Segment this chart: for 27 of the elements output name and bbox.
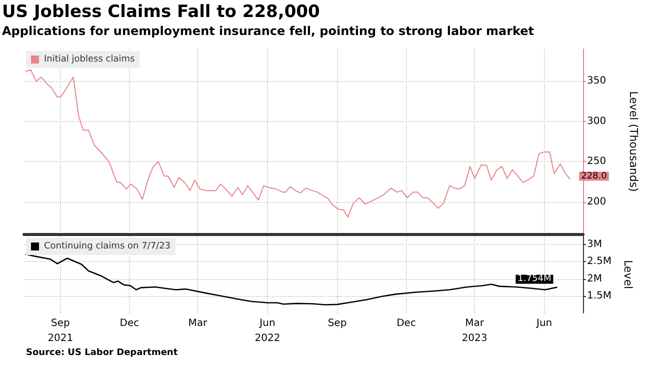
chart-title: US Jobless Claims Fall to 228,000 — [2, 2, 320, 22]
x-tick-label: Mar 2023 — [462, 318, 488, 344]
chart-subtitle: Applications for unemployment insurance fell, pointing to strong labor market — [2, 24, 534, 38]
y-tick-label: 2M — [587, 273, 602, 284]
data-label: 228.0 — [581, 171, 608, 182]
legend-label: Continuing claims on 7/7/23 — [44, 242, 171, 252]
y-tick-label: 3M — [587, 239, 602, 250]
y-axis-title: Level (Thousands) — [627, 91, 640, 192]
y-tick-label: 300 — [587, 116, 606, 127]
x-tick-label: Dec — [396, 318, 416, 329]
y-tick-label: 2.5M — [587, 256, 612, 268]
y-tick-label: 350 — [587, 76, 606, 87]
legend-label: Initial jobless claims — [44, 54, 135, 64]
x-tick-label: Jun 2022 — [254, 318, 280, 344]
x-tick-label: Jun — [536, 318, 552, 329]
x-tick-label: Dec — [120, 318, 140, 329]
line-series — [24, 253, 558, 306]
y-tick-label: 1.5M — [587, 290, 612, 302]
y-tick-label: 250 — [587, 156, 606, 168]
line-series — [25, 69, 571, 218]
source-note: Source: US Labor Department — [26, 348, 178, 358]
x-tick-label: Mar — [188, 318, 208, 329]
x-tick-label: Sep — [328, 318, 347, 329]
y-tick-label: 200 — [587, 196, 606, 208]
x-tick-label: Sep 2021 — [48, 318, 74, 344]
data-label: 1.754M — [518, 274, 552, 284]
y-axis-title: Level — [621, 260, 634, 290]
